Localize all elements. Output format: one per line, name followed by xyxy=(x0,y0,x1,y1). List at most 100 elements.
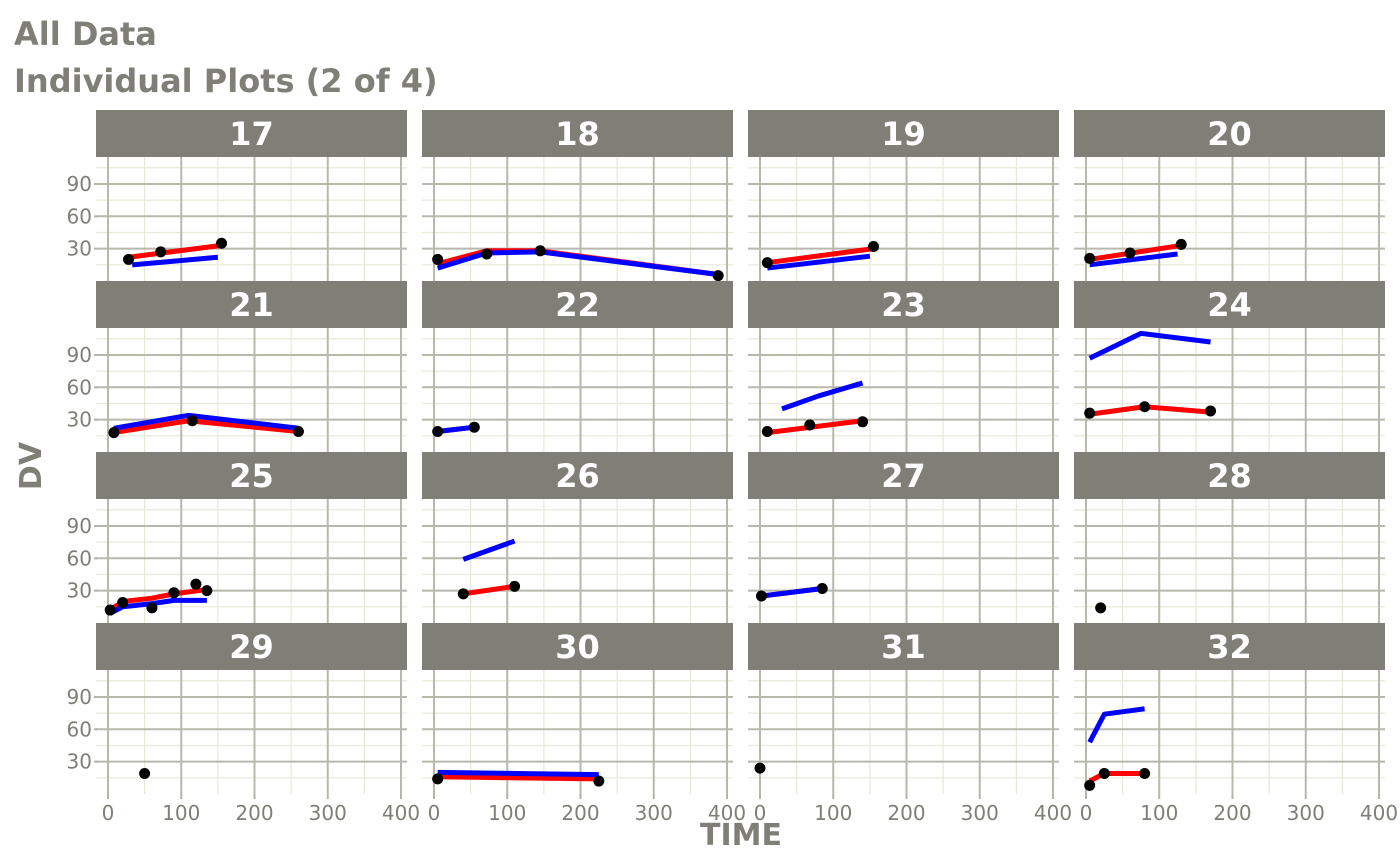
x-tick-label: 300 xyxy=(635,801,673,825)
y-tick-label: 90 xyxy=(67,685,92,709)
data-point xyxy=(432,773,444,785)
data-point xyxy=(761,426,773,438)
data-point xyxy=(1124,247,1136,259)
data-point xyxy=(108,427,120,439)
facet-panel-17: 17 xyxy=(96,110,407,281)
red-series-line xyxy=(1089,404,1211,417)
facet-strip-label: 22 xyxy=(555,286,600,324)
data-point xyxy=(857,416,869,428)
blue-series-line xyxy=(113,412,299,431)
facet-panel-30: 30 xyxy=(422,623,733,794)
facet-strip-label: 26 xyxy=(555,457,600,495)
facet-panels: 17 18 19 20 21 22 23 24 25 26 27 28 29 30 31 32 xyxy=(96,110,1385,794)
data-point xyxy=(117,597,129,609)
red-series-line xyxy=(462,583,515,597)
facet-panel-25: 25 xyxy=(96,452,407,623)
facet-strip-label: 20 xyxy=(1207,115,1252,153)
blue-series-line xyxy=(1087,706,1145,744)
facet-strip-label: 19 xyxy=(881,115,926,153)
red-series-line xyxy=(437,774,599,782)
x-tick-label: 400 xyxy=(1360,801,1398,825)
x-tick-label: 300 xyxy=(961,801,999,825)
red-series-line xyxy=(1089,242,1182,262)
blue-series-line xyxy=(131,254,219,268)
data-point xyxy=(457,588,469,600)
data-point xyxy=(1175,238,1187,250)
facet-strip xyxy=(422,281,733,328)
x-tick-label: 200 xyxy=(887,801,925,825)
x-tick-label: 100 xyxy=(1140,801,1178,825)
x-tick-label: 300 xyxy=(1287,801,1325,825)
facet-panel-29: 29 xyxy=(96,623,407,794)
y-tick-label: 30 xyxy=(67,237,92,261)
y-tick-label: 30 xyxy=(67,408,92,432)
data-point xyxy=(186,415,198,427)
facet-strip xyxy=(1074,281,1385,328)
facet-strip-label: 24 xyxy=(1207,286,1252,324)
facet-strip-label: 17 xyxy=(229,115,274,153)
y-tick-label: 30 xyxy=(67,579,92,603)
facet-strip-label: 27 xyxy=(881,457,926,495)
x-tick-label: 100 xyxy=(488,801,526,825)
y-tick-label: 60 xyxy=(67,204,92,228)
data-point xyxy=(201,585,213,597)
data-point xyxy=(216,237,228,249)
y-tick-labels: 30 60 90 30 60 90 30 60 90 30 60 90 xyxy=(67,172,97,774)
x-tick-label: 200 xyxy=(1213,801,1251,825)
facet-panel-22: 22 xyxy=(422,281,733,452)
y-tick-label: 60 xyxy=(67,717,92,741)
facet-panel-20: 20 xyxy=(1074,110,1385,281)
y-tick-label: 90 xyxy=(67,172,92,196)
data-point xyxy=(190,578,202,590)
data-point xyxy=(104,604,116,616)
data-point xyxy=(123,253,135,265)
facet-strip xyxy=(96,452,407,499)
data-point xyxy=(146,602,158,614)
facet-strip xyxy=(748,281,1059,328)
blue-series-line xyxy=(781,380,864,412)
facet-panel-24: 24 xyxy=(1074,281,1385,452)
data-point xyxy=(712,270,724,282)
data-point xyxy=(432,253,444,265)
facet-strip xyxy=(422,110,733,157)
y-tick-label: 30 xyxy=(67,750,92,774)
facet-panel-32: 32 xyxy=(1074,623,1385,794)
data-point xyxy=(432,426,444,438)
x-axis-title: TIME xyxy=(700,818,782,853)
facet-panel-21: 21 xyxy=(96,281,407,452)
facet-panel-31: 31 xyxy=(748,623,1059,794)
x-tick-label: 0 xyxy=(102,801,115,825)
facet-strip-label: 25 xyxy=(229,457,274,495)
data-point xyxy=(1098,768,1110,780)
facet-strip xyxy=(748,623,1059,670)
x-tick-labels: 0 100 200 300 400 0 100 200 300 400 0 100 200 300 400 0… xyxy=(102,794,1398,825)
data-point xyxy=(868,240,880,252)
facet-panel-23: 23 xyxy=(748,281,1059,452)
blue-series-line xyxy=(1088,330,1211,361)
data-point xyxy=(755,590,767,602)
data-point xyxy=(1084,779,1096,791)
data-point xyxy=(1084,407,1096,419)
facet-strip-label: 29 xyxy=(229,628,274,666)
y-axis-title: DV xyxy=(14,441,49,490)
facet-strip-label: 18 xyxy=(555,115,600,153)
facet-strip-label: 21 xyxy=(229,286,274,324)
facet-strip-label: 31 xyxy=(881,628,926,666)
blue-series-line xyxy=(462,538,516,562)
x-tick-label: 300 xyxy=(309,801,347,825)
facet-panel-19: 19 xyxy=(748,110,1059,281)
chart-subtitle: Individual Plots (2 of 4) xyxy=(14,62,438,100)
data-point xyxy=(1205,405,1217,417)
data-point xyxy=(168,587,180,599)
x-tick-label: 100 xyxy=(162,801,200,825)
x-tick-label: 100 xyxy=(814,801,852,825)
facet-strip xyxy=(1074,623,1385,670)
facet-strip xyxy=(1074,110,1385,157)
data-point xyxy=(509,580,521,592)
data-point xyxy=(155,246,167,258)
x-tick-label: 0 xyxy=(428,801,441,825)
blue-series-line xyxy=(437,769,599,778)
facet-strip-label: 28 xyxy=(1207,457,1252,495)
chart-title: All Data xyxy=(14,15,157,53)
